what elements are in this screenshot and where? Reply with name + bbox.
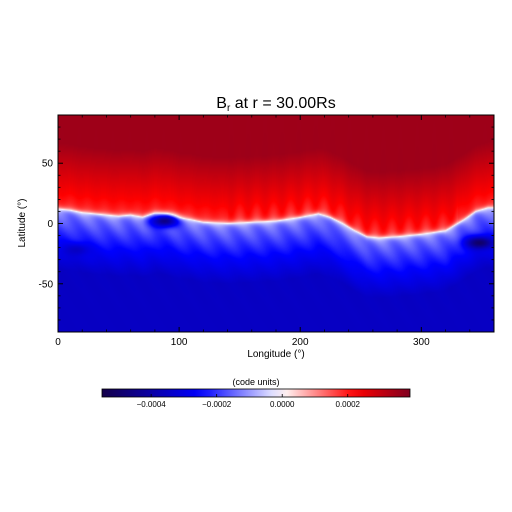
colorbar-label: (code units)	[232, 377, 279, 387]
y-tick-label: 0	[47, 219, 53, 230]
x-tick-label: 200	[292, 337, 309, 348]
x-tick-label: 0	[55, 337, 61, 348]
chart-title: Br at r = 30.00Rs	[216, 95, 335, 114]
x-axis: 0 100 200 300	[55, 115, 495, 348]
colorbar-ticks: −0.0004 −0.0002 0.0000 0.0002	[137, 394, 361, 409]
colorbar-tick-label: −0.0002	[202, 400, 232, 409]
x-axis-label: Longitude (°)	[247, 349, 304, 360]
y-axis: -50 0 50	[39, 114, 494, 333]
colorbar-tick-label: −0.0004	[137, 400, 167, 409]
x-tick-label: 100	[171, 337, 188, 348]
heatmap-image	[58, 115, 494, 332]
y-tick-label: -50	[39, 279, 54, 290]
colorbar	[101, 388, 411, 398]
y-tick-label: 50	[42, 159, 54, 170]
colorbar-tick-label: 0.0002	[336, 400, 361, 409]
colorbar-tick-label: 0.0000	[270, 400, 295, 409]
y-axis-label: Latitude (°)	[17, 198, 28, 247]
x-tick-label: 300	[413, 337, 430, 348]
